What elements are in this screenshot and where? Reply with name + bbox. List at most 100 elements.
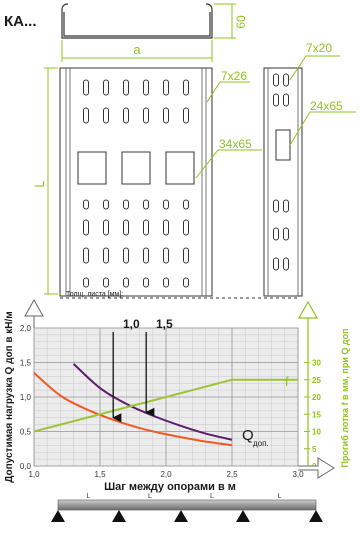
y-tick-label: 2,0 (20, 324, 32, 333)
slot (143, 199, 149, 210)
side-slot (273, 93, 279, 107)
side-slot (283, 93, 289, 107)
series-line-0 (33, 372, 233, 447)
side-slot (273, 73, 279, 87)
slot (103, 277, 109, 288)
span-label: L (148, 493, 152, 500)
slot (163, 247, 169, 264)
slot (183, 107, 189, 124)
side-slot (283, 199, 289, 213)
support-triangle (174, 510, 188, 522)
slot (163, 107, 169, 124)
side-slot (273, 199, 279, 213)
tray-front-view (59, 67, 213, 297)
slot (123, 199, 129, 210)
y2-tick-label: 5 (312, 445, 317, 454)
slot (83, 247, 89, 264)
slot (123, 277, 129, 288)
y-axis-arrow (24, 298, 44, 328)
slot-top-label: 7x26 (221, 69, 247, 83)
slot-large-label: 34x65 (219, 137, 252, 151)
slot (103, 107, 109, 124)
slot (103, 79, 109, 96)
support-triangle (51, 510, 65, 522)
product-title: КА... (4, 13, 37, 30)
slot (183, 247, 189, 264)
tray-cross-section (61, 3, 213, 39)
height-label: 60 (234, 15, 248, 29)
slot (183, 199, 189, 210)
side-slot (283, 73, 289, 87)
side-slot-large-label: 24x65 (310, 99, 343, 113)
y2-tick-label: 25 (312, 376, 321, 385)
slot (123, 247, 129, 264)
chart-header: Толщ. листа [мм]: (66, 291, 123, 298)
slot (143, 247, 149, 264)
tray-side-view (263, 67, 303, 297)
width-dimension (61, 40, 213, 62)
slot (163, 219, 169, 236)
slot (163, 199, 169, 210)
side-leaders (289, 55, 356, 146)
y2-tick-label: 30 (312, 359, 321, 368)
slot (83, 79, 89, 96)
slot (123, 79, 129, 96)
slot (183, 219, 189, 236)
x-tick-label: 2,0 (160, 470, 172, 479)
side-slot (283, 257, 289, 271)
slot (143, 107, 149, 124)
y2-axis-label: Прогиб лотка f в мм, при Q доп (340, 328, 350, 467)
y-axis-label: Допустимая нагрузка Q доп в кН/м (4, 311, 15, 482)
front-leaders (195, 81, 262, 179)
span-label: L (278, 493, 282, 500)
slot (103, 199, 109, 210)
y2-tick-label: 15 (312, 410, 321, 419)
thickness-2-label: 1,5 (156, 317, 173, 331)
support-triangle (309, 510, 323, 522)
slot (143, 219, 149, 236)
slot (143, 79, 149, 96)
x-axis-label: Шаг между опорами в м (104, 481, 236, 493)
support-triangle (236, 510, 250, 522)
span-label: L (210, 493, 214, 500)
slot (123, 107, 129, 124)
series-line-2 (33, 378, 298, 433)
slot (103, 247, 109, 264)
x-tick-label: 1,5 (94, 470, 106, 479)
y-tick-label: 0,0 (20, 462, 32, 471)
f-series-label: f (285, 374, 289, 389)
y2-axis-arrow (297, 300, 319, 466)
q-series-label: Q (242, 427, 254, 444)
thickness-1-label: 1,0 (123, 317, 140, 331)
side-slot (273, 227, 279, 241)
slot (83, 199, 89, 210)
x-tick-label: 1,0 (28, 470, 40, 479)
y-tick-label: 1,0 (20, 393, 32, 402)
slot (83, 107, 89, 124)
y2-tick-label: 10 (312, 428, 321, 437)
slot (143, 277, 149, 288)
y-tick-label: 1,5 (20, 359, 32, 368)
x-tick-label: 3,0 (292, 470, 304, 479)
length-label: L (32, 180, 47, 187)
slot (103, 219, 109, 236)
width-label: a (133, 42, 141, 57)
side-slot-small-label: 7x20 (306, 41, 332, 55)
side-slot (273, 257, 279, 271)
slot (83, 277, 89, 288)
x-axis-arrow (298, 457, 335, 479)
side-slot (283, 227, 289, 241)
span-label: L (87, 493, 91, 500)
slot (183, 277, 189, 288)
height-dimension (214, 3, 236, 39)
slot (163, 277, 169, 288)
q-series-sub: доп. (253, 439, 269, 448)
slot (123, 219, 129, 236)
load-chart: 1,0 1,5 2,0 2,5 3,0 0,0 0,5 1,0 1,5 2,0 5 10 15 20 25 3… (20, 324, 324, 479)
slot (163, 79, 169, 96)
slot (83, 219, 89, 236)
slot (183, 79, 189, 96)
y-tick-label: 0,5 (20, 428, 32, 437)
